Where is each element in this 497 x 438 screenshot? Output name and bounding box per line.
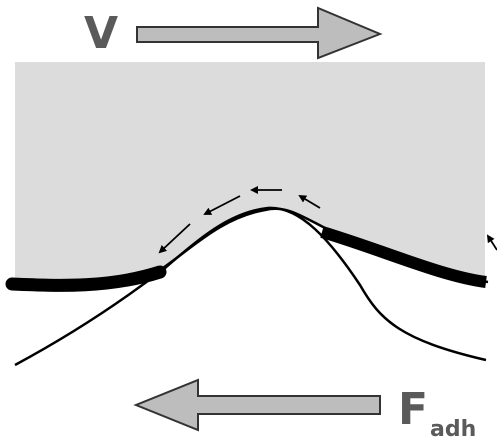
contact-band-left	[5, 265, 167, 292]
upper-body	[15, 62, 485, 282]
velocity-arrow	[136, 6, 383, 60]
velocity-label: V	[84, 8, 118, 59]
flow-arrows	[158, 186, 497, 254]
contact-band-right	[320, 226, 487, 288]
force-label: F	[398, 384, 428, 435]
force-subscript: adh	[430, 417, 476, 438]
force-arrow	[133, 378, 381, 432]
lower-surface	[14, 206, 487, 367]
